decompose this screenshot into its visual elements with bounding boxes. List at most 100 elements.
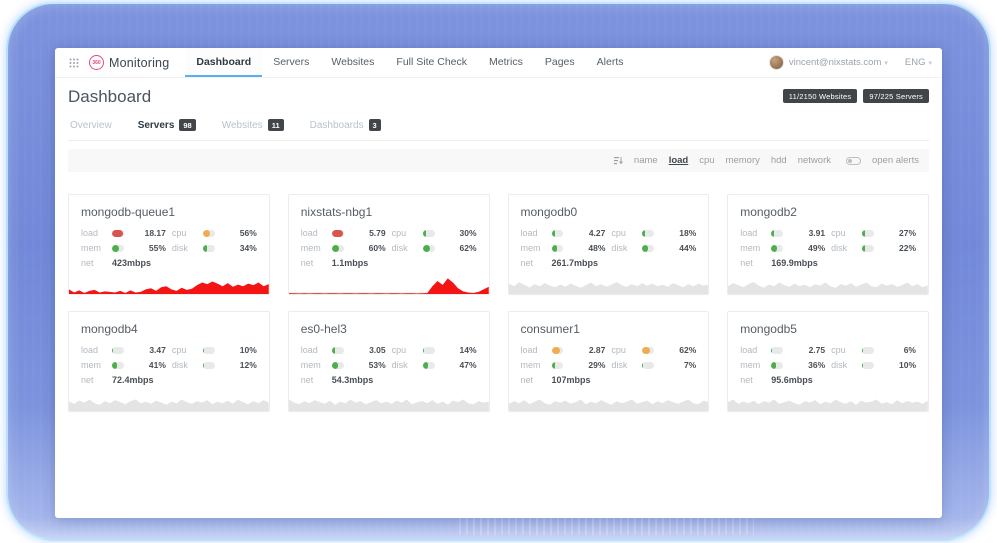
language-label: ENG xyxy=(904,57,926,68)
net-label: net xyxy=(81,258,94,268)
sort-option-network[interactable]: network xyxy=(797,155,831,166)
server-metrics: load 2.75 cpu 6% mem 36% disk 10% net 95… xyxy=(740,345,916,385)
load-sparkline xyxy=(508,268,709,294)
subtab-websites[interactable]: Websites 11 xyxy=(222,119,284,131)
sort-option-load[interactable]: load xyxy=(668,155,689,166)
nav-tab-pages[interactable]: Pages xyxy=(544,55,575,68)
net-value: 1.1mbps xyxy=(331,258,369,268)
mem-value: 36% xyxy=(808,360,826,370)
nav-tab-alerts[interactable]: Alerts xyxy=(596,55,624,68)
nav-tab-dashboard[interactable]: Dashboard xyxy=(185,48,263,77)
load-label: load xyxy=(740,228,758,238)
load-bar xyxy=(551,346,564,354)
disk-label: disk xyxy=(611,360,628,370)
mem-bar xyxy=(551,361,564,369)
disk-value: 22% xyxy=(898,243,916,253)
server-metrics: load 18.17 cpu 56% mem 55% disk 34% net … xyxy=(81,228,257,268)
net-value: 95.6mbps xyxy=(771,375,813,385)
disk-value: 10% xyxy=(898,360,916,370)
apps-grid-icon[interactable] xyxy=(63,48,85,77)
net-value: 107mbps xyxy=(551,375,591,385)
disk-bar xyxy=(862,244,874,252)
server-name: mongodb-queue1 xyxy=(81,205,176,219)
counter-badge: 97/225 Servers xyxy=(863,89,929,103)
subtab-label: Overview xyxy=(70,119,112,131)
net-label: net xyxy=(520,258,534,268)
sort-option-cpu[interactable]: cpu xyxy=(699,155,715,166)
server-card[interactable]: mongodb5 load 2.75 cpu 6% mem 36% disk 1… xyxy=(727,311,929,412)
language-menu[interactable]: ENG ▾ xyxy=(905,57,932,68)
load-bar xyxy=(112,346,124,354)
user-menu[interactable]: vincent@nixstats.com ▾ xyxy=(789,57,888,68)
nav-tab-servers[interactable]: Servers xyxy=(273,55,310,68)
server-card[interactable]: mongodb0 load 4.27 cpu 18% mem 48% disk … xyxy=(507,194,710,295)
disk-value: 34% xyxy=(239,243,257,253)
net-value: 423mbps xyxy=(112,258,152,268)
open-alerts-label[interactable]: open alerts xyxy=(871,155,919,166)
subtab-count-badge: 11 xyxy=(267,119,284,131)
mem-value: 53% xyxy=(368,360,386,370)
subtab-overview[interactable]: Overview xyxy=(70,120,112,131)
disk-bar xyxy=(642,361,655,369)
server-name: mongodb4 xyxy=(81,322,138,336)
load-label: load xyxy=(520,345,538,355)
subtab-label: Websites xyxy=(221,119,263,131)
chevron-down-icon: ▾ xyxy=(928,59,932,67)
cpu-value: 62% xyxy=(679,345,697,355)
cpu-label: cpu xyxy=(171,228,187,238)
subtab-dashboards[interactable]: Dashboards 3 xyxy=(310,119,381,131)
brand-logo[interactable]: 360 Monitoring xyxy=(89,48,169,77)
disk-label: disk xyxy=(391,360,408,370)
cpu-bar xyxy=(642,346,655,354)
cpu-value: 10% xyxy=(239,345,257,355)
net-label: net xyxy=(740,258,753,268)
cpu-label: cpu xyxy=(391,345,407,355)
sort-direction-icon[interactable] xyxy=(613,156,623,165)
nav-tab-metrics[interactable]: Metrics xyxy=(489,55,523,68)
server-card[interactable]: mongodb4 load 3.47 cpu 10% mem 41% disk … xyxy=(68,311,270,412)
disk-value: 7% xyxy=(683,360,697,370)
mem-label: mem xyxy=(300,360,321,370)
load-bar xyxy=(551,229,564,237)
load-sparkline xyxy=(728,268,928,294)
nav-tab-websites[interactable]: Websites xyxy=(331,55,375,68)
sort-option-name[interactable]: name xyxy=(633,155,658,166)
cpu-bar xyxy=(422,229,435,237)
server-card[interactable]: mongodb2 load 3.91 cpu 27% mem 49% disk … xyxy=(727,194,929,295)
server-card[interactable]: es0-hel3 load 3.05 cpu 14% mem 53% disk … xyxy=(287,311,490,412)
user-avatar[interactable] xyxy=(768,55,784,70)
load-value: 2.87 xyxy=(588,345,606,355)
top-nav: 360 Monitoring Dashboard Servers Websites F… xyxy=(55,48,942,78)
open-alerts-toggle[interactable] xyxy=(845,156,861,165)
mem-label: mem xyxy=(81,243,101,253)
disk-bar xyxy=(202,244,215,252)
cpu-value: 14% xyxy=(459,345,477,355)
load-label: load xyxy=(300,228,318,238)
sort-option-hdd[interactable]: hdd xyxy=(770,155,787,166)
net-label: net xyxy=(300,258,314,268)
header-counters: 11/2150 Websites 97/225 Servers xyxy=(782,89,929,103)
subtab-servers[interactable]: Servers 98 xyxy=(138,119,196,131)
server-name: mongodb2 xyxy=(740,205,797,219)
server-card[interactable]: mongodb-queue1 load 18.17 cpu 56% mem 55… xyxy=(68,194,270,295)
counter-badge: 11/2150 Websites xyxy=(782,89,858,103)
load-label: load xyxy=(81,228,99,238)
disk-value: 44% xyxy=(679,243,697,253)
sort-option-memory[interactable]: memory xyxy=(725,155,760,166)
server-card[interactable]: consumer1 load 2.87 cpu 62% mem 29% disk… xyxy=(507,311,710,412)
cpu-label: cpu xyxy=(171,345,187,355)
cpu-value: 18% xyxy=(679,228,697,238)
disk-label: disk xyxy=(171,243,188,253)
net-label: net xyxy=(81,375,94,385)
subtab-count-badge: 98 xyxy=(179,119,196,131)
page-title: Dashboard xyxy=(68,87,152,106)
server-metrics: load 3.91 cpu 27% mem 49% disk 22% net 1… xyxy=(740,228,916,268)
chevron-down-icon: ▾ xyxy=(884,59,888,67)
server-card[interactable]: nixstats-nbg1 load 5.79 cpu 30% mem 60% … xyxy=(287,194,490,295)
server-name: consumer1 xyxy=(520,322,580,336)
nav-tab-full-site-check[interactable]: Full Site Check xyxy=(396,55,468,68)
logo-text: Monitoring xyxy=(109,55,170,70)
load-value: 2.75 xyxy=(808,345,826,355)
load-value: 4.27 xyxy=(588,228,606,238)
page-content: Dashboard 11/2150 Websites 97/225 Servers… xyxy=(55,87,942,412)
